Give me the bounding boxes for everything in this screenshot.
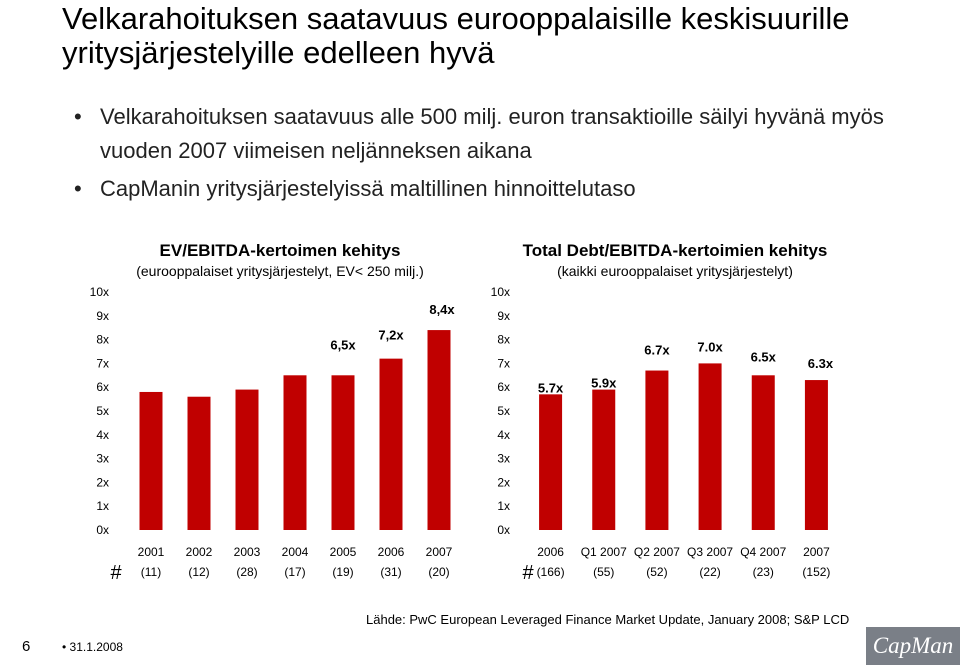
chart-title: Total Debt/EBITDA-kertoimien kehitys — [522, 241, 828, 260]
x-tick-label: 2005 — [330, 545, 357, 559]
bar — [331, 375, 355, 530]
bar — [283, 375, 307, 530]
y-tick-label: 10x — [90, 285, 109, 299]
bar — [539, 394, 563, 530]
y-tick-label: 1x — [497, 499, 510, 513]
count-marker: # — [522, 562, 534, 584]
y-tick-label: 9x — [96, 309, 109, 323]
data-label: 7,2x — [378, 328, 404, 343]
data-label: 6.5x — [751, 349, 777, 364]
x-tick-label: Q2 2007 — [634, 545, 680, 559]
x-tick-label: 2006 — [537, 545, 564, 559]
bar — [804, 380, 828, 530]
x-count-label: (52) — [646, 565, 667, 579]
y-tick-label: 6x — [96, 380, 109, 394]
x-count-label: (22) — [699, 565, 720, 579]
y-tick-label: 1x — [96, 499, 109, 513]
bar — [592, 389, 616, 530]
y-tick-label: 6x — [497, 380, 510, 394]
x-tick-label: Q4 2007 — [740, 545, 786, 559]
bar — [379, 358, 403, 530]
y-tick-label: 9x — [497, 309, 510, 323]
x-count-label: (11) — [141, 565, 161, 579]
y-tick-label: 0x — [497, 523, 510, 537]
x-count-label: (12) — [188, 565, 209, 579]
x-count-label: (23) — [753, 565, 774, 579]
slide-date: • 31.1.2008 — [62, 640, 123, 654]
data-label: 7.0x — [697, 339, 723, 354]
y-tick-label: 3x — [96, 452, 109, 466]
y-tick-label: 8x — [96, 333, 109, 347]
x-tick-label: 2003 — [234, 545, 261, 559]
capman-logo: CapMan — [866, 627, 960, 665]
x-tick-label: 2002 — [186, 545, 213, 559]
chart-subtitle: (kaikki eurooppalaiset yritysjärjestelyt… — [557, 263, 793, 279]
chart-plot: 0x 1x 2x 3x 4x 5x 6x 7x 8x 9x 10x 2001 (11) 2002 (12) 2… — [90, 285, 456, 584]
y-tick-label: 4x — [497, 428, 510, 442]
data-label: 6.7x — [644, 343, 670, 358]
chart-plot: 0x 1x 2x 3x 4x 5x 6x 7x 8x 9x 10x 5.7x 2006 (166) 5.9x… — [491, 285, 834, 584]
x-count-label: (31) — [380, 565, 401, 579]
y-tick-label: 4x — [96, 428, 109, 442]
y-tick-label: 7x — [96, 356, 109, 370]
bar — [235, 389, 259, 530]
x-tick-label: Q3 2007 — [687, 545, 733, 559]
bar — [139, 391, 163, 530]
x-count-label: (19) — [332, 565, 353, 579]
y-tick-label: 7x — [497, 356, 510, 370]
data-label: 6.3x — [808, 356, 834, 371]
x-tick-label: 2004 — [282, 545, 309, 559]
y-tick-label: 5x — [497, 404, 510, 418]
page-number: 6 — [22, 638, 31, 655]
x-tick-label: 2007 — [803, 545, 830, 559]
chart-debt-ebitda: Total Debt/EBITDA-kertoimien kehitys (ka… — [490, 235, 860, 595]
chart-subtitle: (eurooppalaiset yritysjärjestelyt, EV< 2… — [136, 263, 424, 279]
x-count-label: (17) — [284, 565, 305, 579]
bullet-list: • Velkarahoituksen saatavuus alle 500 mi… — [70, 100, 930, 210]
x-tick-label: Q1 2007 — [581, 545, 627, 559]
y-tick-label: 2x — [497, 475, 510, 489]
data-label: 5.9x — [591, 376, 617, 391]
y-tick-label: 2x — [96, 475, 109, 489]
x-count-label: (166) — [537, 565, 565, 579]
bar — [645, 370, 669, 530]
bar — [751, 375, 775, 530]
data-label: 5.7x — [538, 380, 564, 395]
slide-title: Velkarahoituksen saatavuus eurooppalaisi… — [62, 1, 850, 70]
y-tick-label: 10x — [491, 285, 510, 299]
bar — [187, 396, 211, 530]
data-label: 6,5x — [330, 337, 356, 352]
bullet-text: Velkarahoituksen saatavuus alle 500 milj… — [100, 104, 884, 163]
bar — [427, 330, 451, 530]
bullet-dot-icon: • — [74, 104, 82, 129]
data-label: 8,4x — [429, 302, 455, 317]
source-note: Lähde: PwC European Leveraged Finance Ma… — [366, 612, 850, 627]
bullet-item: • CapManin yritysjärjestelyissä maltilli… — [70, 172, 930, 206]
chart-ev-ebitda: EV/EBITDA-kertoimen kehitys (eurooppalai… — [80, 235, 480, 595]
y-tick-label: 8x — [497, 333, 510, 347]
chart-title: EV/EBITDA-kertoimen kehitys — [159, 241, 401, 260]
x-count-label: (152) — [802, 565, 830, 579]
x-count-label: (28) — [236, 565, 257, 579]
bullet-text: CapManin yritysjärjestelyissä maltilline… — [100, 176, 636, 201]
x-count-label: (55) — [593, 565, 614, 579]
y-tick-label: 5x — [96, 404, 109, 418]
x-tick-label: 2006 — [378, 545, 405, 559]
bullet-dot-icon: • — [74, 176, 82, 201]
x-count-label: (20) — [428, 565, 449, 579]
y-tick-label: 3x — [497, 452, 510, 466]
y-tick-label: 0x — [96, 523, 109, 537]
bullet-item: • Velkarahoituksen saatavuus alle 500 mi… — [70, 100, 930, 168]
x-tick-label: 2001 — [138, 545, 165, 559]
count-marker: # — [110, 562, 122, 584]
x-tick-label: 2007 — [426, 545, 453, 559]
bar — [698, 363, 722, 530]
